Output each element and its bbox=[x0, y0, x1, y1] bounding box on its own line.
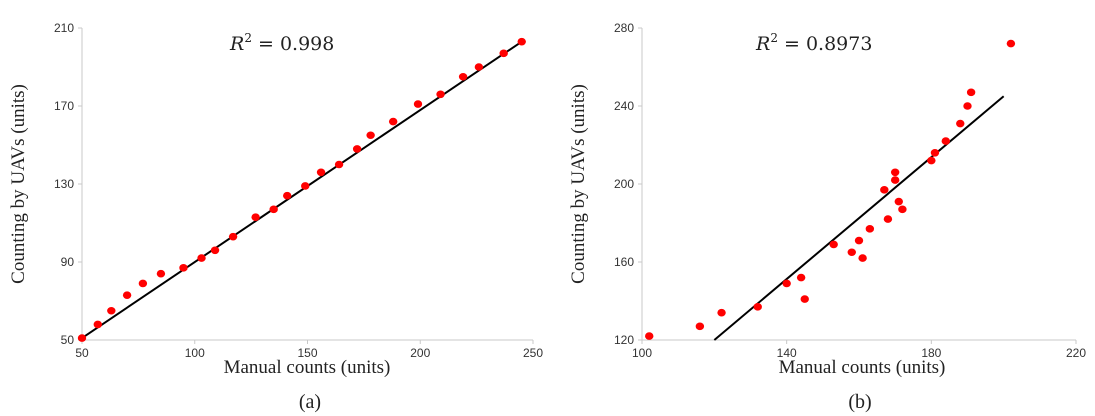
x-tick-label: 220 bbox=[1066, 346, 1086, 360]
y-axis-title: Counting by UAVs (units) bbox=[8, 84, 29, 284]
x-axis-title: Manual counts (units) bbox=[779, 357, 946, 378]
x-tick-label: 50 bbox=[75, 346, 89, 360]
y-tick-label: 50 bbox=[61, 333, 75, 347]
data-point bbox=[138, 279, 148, 288]
data-point bbox=[966, 88, 976, 97]
data-point bbox=[717, 308, 726, 317]
y-tick-label: 120 bbox=[614, 333, 634, 347]
r-squared-variable: R bbox=[229, 33, 244, 55]
data-point bbox=[941, 137, 950, 145]
data-point bbox=[894, 197, 903, 206]
data-point bbox=[796, 273, 806, 282]
y-tick-label: 210 bbox=[54, 21, 74, 35]
trendline bbox=[81, 40, 523, 339]
data-point bbox=[107, 306, 116, 315]
x-tick-label: 100 bbox=[185, 346, 205, 360]
data-point bbox=[956, 119, 965, 128]
data-point bbox=[930, 149, 940, 157]
trendline bbox=[713, 95, 1005, 341]
data-point bbox=[880, 186, 889, 194]
data-point bbox=[963, 102, 972, 110]
data-point bbox=[858, 254, 867, 262]
data-point bbox=[695, 322, 705, 331]
y-tick-label: 240 bbox=[614, 99, 634, 113]
data-point bbox=[197, 254, 206, 262]
data-point bbox=[269, 205, 278, 214]
data-point bbox=[179, 264, 188, 272]
data-point bbox=[352, 145, 362, 153]
data-point bbox=[93, 320, 102, 329]
data-point bbox=[927, 156, 936, 165]
panel-b: 120 160 200 240 280 100 140 180 220 R2 = 0.8973 Co… bbox=[568, 21, 1086, 413]
data-point bbox=[1006, 39, 1016, 48]
panel-label: (b) bbox=[848, 391, 871, 413]
data-point bbox=[366, 131, 375, 140]
data-point bbox=[156, 269, 166, 278]
data-point bbox=[458, 72, 468, 81]
r-squared-exponent: 2 bbox=[770, 31, 778, 45]
data-point bbox=[865, 225, 875, 233]
data-point bbox=[210, 246, 220, 255]
data-point bbox=[890, 168, 900, 177]
data-point bbox=[645, 332, 654, 340]
data-point bbox=[898, 205, 907, 214]
y-tick-label: 200 bbox=[614, 177, 634, 191]
x-tick-label: 150 bbox=[297, 346, 317, 360]
y-tick-label: 160 bbox=[614, 255, 634, 269]
x-tick-label: 100 bbox=[632, 346, 652, 360]
x-axis-title: Manual counts (units) bbox=[224, 357, 391, 378]
data-point bbox=[301, 182, 310, 190]
panel-label: (a) bbox=[299, 391, 321, 413]
data-point bbox=[854, 236, 864, 245]
data-point bbox=[883, 215, 893, 223]
y-tick-label: 130 bbox=[54, 177, 74, 191]
x-tick-label: 200 bbox=[410, 346, 430, 360]
panel-a: 50 90 130 170 210 50 100 150 200 250 R2 = 0.998 Cou… bbox=[8, 21, 543, 413]
data-point bbox=[890, 176, 900, 184]
data-point bbox=[800, 295, 809, 303]
data-point bbox=[122, 291, 132, 299]
x-tick-label: 180 bbox=[921, 346, 941, 360]
r-squared-annotation: R2 = 0.998 bbox=[229, 31, 334, 55]
y-axis-title: Counting by UAVs (units) bbox=[568, 84, 589, 284]
data-point bbox=[829, 240, 838, 249]
x-tick-label: 140 bbox=[777, 346, 797, 360]
data-point bbox=[283, 191, 292, 200]
data-point bbox=[753, 303, 762, 311]
data-point bbox=[251, 213, 260, 221]
data-point bbox=[474, 63, 484, 71]
x-tick-label: 250 bbox=[523, 346, 543, 360]
data-point bbox=[436, 90, 445, 99]
data-point bbox=[316, 168, 326, 177]
data-point bbox=[499, 49, 508, 58]
data-point bbox=[782, 279, 791, 288]
data-point bbox=[77, 334, 87, 342]
data-point bbox=[228, 232, 238, 241]
data-point bbox=[388, 117, 398, 126]
y-tick-label: 170 bbox=[54, 99, 74, 113]
r-squared-exponent: 2 bbox=[244, 31, 252, 45]
r-squared-annotation: R2 = 0.8973 bbox=[755, 31, 872, 55]
data-point bbox=[413, 100, 423, 108]
data-point bbox=[847, 248, 856, 257]
data-point bbox=[517, 37, 526, 46]
y-tick-label: 90 bbox=[61, 255, 75, 269]
r-squared-variable: R bbox=[755, 33, 770, 55]
data-point bbox=[334, 160, 344, 169]
r-squared-value: = 0.998 bbox=[252, 33, 334, 55]
r-squared-value: = 0.8973 bbox=[778, 33, 872, 55]
y-tick-label: 280 bbox=[614, 21, 634, 35]
